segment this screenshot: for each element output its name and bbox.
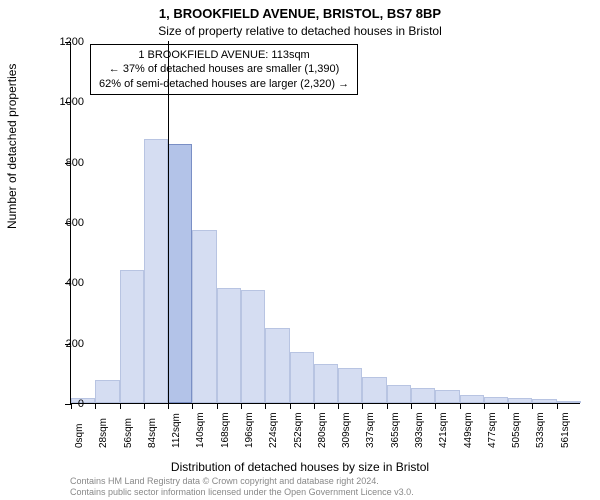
x-tick-label: 0sqm xyxy=(74,424,85,448)
y-tick-label: 600 xyxy=(66,217,84,229)
y-tick-label: 0 xyxy=(78,398,84,410)
histogram-bar xyxy=(120,270,144,403)
x-tick xyxy=(435,403,436,409)
x-tick-label: 140sqm xyxy=(195,412,206,448)
x-tick xyxy=(120,403,121,409)
x-tick xyxy=(411,403,412,409)
histogram-bar xyxy=(217,288,241,403)
histogram-chart: 1, BROOKFIELD AVENUE, BRISTOL, BS7 8BP S… xyxy=(0,0,600,500)
x-tick-label: 561sqm xyxy=(560,412,571,448)
histogram-bar xyxy=(484,397,508,403)
histogram-bar xyxy=(532,399,556,403)
histogram-bar xyxy=(338,368,362,403)
chart-footer: Contains HM Land Registry data © Crown c… xyxy=(70,476,414,498)
histogram-bar xyxy=(168,144,192,403)
y-tick-label: 1200 xyxy=(60,36,84,48)
histogram-bar xyxy=(411,388,435,403)
x-tick xyxy=(192,403,193,409)
footer-line-2: Contains public sector information licen… xyxy=(70,487,414,498)
x-tick-label: 196sqm xyxy=(244,412,255,448)
x-tick xyxy=(460,403,461,409)
x-tick xyxy=(557,403,558,409)
x-tick xyxy=(217,403,218,409)
histogram-bar xyxy=(95,380,119,403)
x-tick-label: 28sqm xyxy=(98,418,109,448)
chart-title-main: 1, BROOKFIELD AVENUE, BRISTOL, BS7 8BP xyxy=(0,6,600,21)
x-tick-label: 309sqm xyxy=(341,412,352,448)
x-tick-label: 477sqm xyxy=(487,412,498,448)
plot-area xyxy=(70,42,580,404)
chart-title-sub: Size of property relative to detached ho… xyxy=(0,24,600,38)
x-tick xyxy=(241,403,242,409)
histogram-bar xyxy=(508,398,532,403)
histogram-bar xyxy=(314,364,338,403)
x-tick-label: 393sqm xyxy=(414,412,425,448)
y-tick-label: 200 xyxy=(66,338,84,350)
x-tick-label: 337sqm xyxy=(365,412,376,448)
x-tick-label: 365sqm xyxy=(390,412,401,448)
x-tick xyxy=(144,403,145,409)
histogram-bar xyxy=(192,230,216,403)
x-tick xyxy=(314,403,315,409)
histogram-bar xyxy=(290,352,314,403)
x-tick-label: 280sqm xyxy=(317,412,328,448)
x-tick xyxy=(71,403,72,409)
histogram-bar xyxy=(435,390,459,403)
x-tick-label: 252sqm xyxy=(293,412,304,448)
x-tick-label: 224sqm xyxy=(268,412,279,448)
x-axis-label: Distribution of detached houses by size … xyxy=(0,460,600,474)
y-tick-label: 800 xyxy=(66,157,84,169)
highlight-marker-line xyxy=(168,41,169,403)
x-tick xyxy=(508,403,509,409)
x-tick xyxy=(95,403,96,409)
x-tick-label: 84sqm xyxy=(147,418,158,448)
x-tick xyxy=(362,403,363,409)
x-tick xyxy=(532,403,533,409)
x-tick xyxy=(168,403,169,409)
histogram-bar xyxy=(241,290,265,403)
x-tick-label: 505sqm xyxy=(511,412,522,448)
x-tick-label: 421sqm xyxy=(438,412,449,448)
x-tick-label: 533sqm xyxy=(535,412,546,448)
y-tick-label: 1000 xyxy=(60,96,84,108)
y-axis-label: Number of detached properties xyxy=(5,64,19,229)
x-tick-label: 56sqm xyxy=(123,418,134,448)
histogram-bar xyxy=(144,139,168,403)
x-tick-label: 449sqm xyxy=(463,412,474,448)
x-tick-label: 168sqm xyxy=(220,412,231,448)
x-tick xyxy=(338,403,339,409)
histogram-bar xyxy=(557,401,581,403)
footer-line-1: Contains HM Land Registry data © Crown c… xyxy=(70,476,414,487)
y-tick-label: 400 xyxy=(66,277,84,289)
x-tick xyxy=(484,403,485,409)
x-tick xyxy=(290,403,291,409)
histogram-bar xyxy=(362,377,386,403)
histogram-bar xyxy=(387,385,411,403)
histogram-bar xyxy=(265,328,289,403)
x-tick xyxy=(265,403,266,409)
x-tick-label: 112sqm xyxy=(171,413,182,448)
histogram-bar xyxy=(460,395,484,403)
x-tick xyxy=(387,403,388,409)
